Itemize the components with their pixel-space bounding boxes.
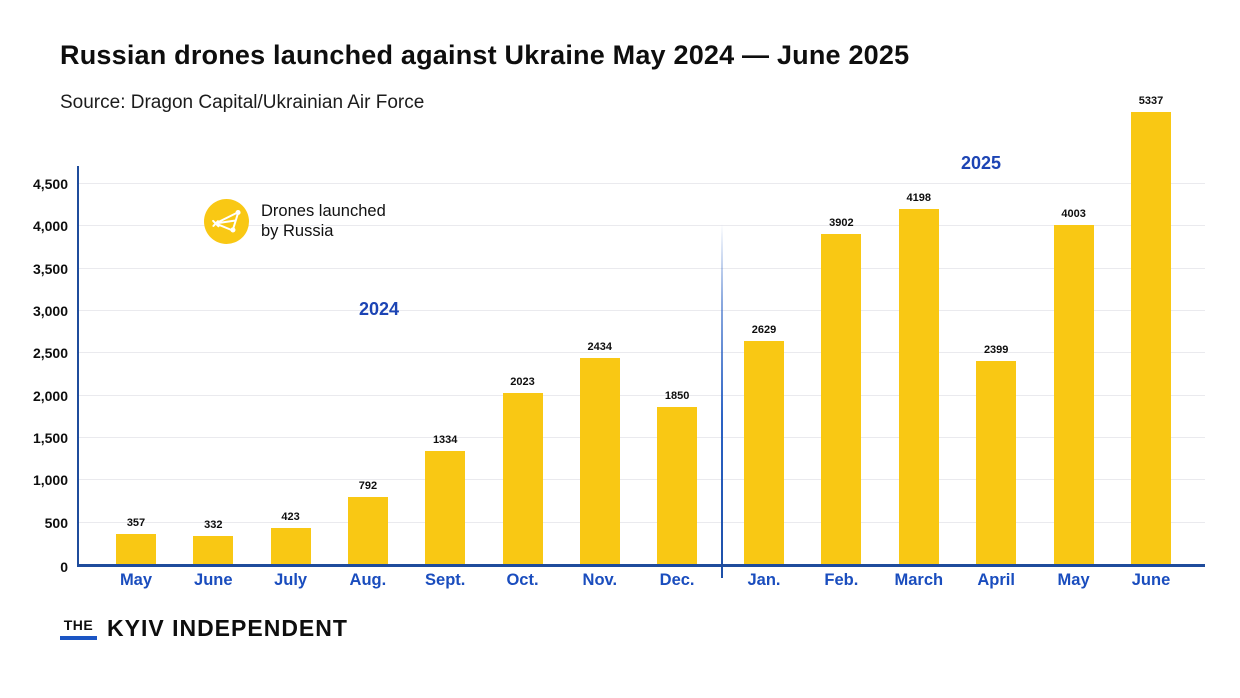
bar-value-label: 2434 [587, 341, 613, 353]
bar-value-label: 2023 [510, 376, 535, 388]
kyiv-independent-logo: THE KYIV INDEPENDENT [60, 615, 348, 642]
y-tick-label-3000: 3,000 [32, 303, 68, 319]
bar-value-label: 1850 [664, 390, 690, 402]
x-tick-label-sept-2024: Sept. [425, 571, 466, 589]
x-tick-label-nov-2024: Nov. [582, 571, 618, 589]
y-tick-label-1500: 1,500 [32, 430, 68, 446]
x-tick-label-jan-2025: Jan. [747, 571, 781, 589]
bar-value-label: 4003 [1061, 208, 1086, 220]
bar-jan-2025 [744, 341, 784, 564]
bar-value-label: 423 [281, 511, 300, 523]
bar-july-2024 [270, 528, 311, 564]
bar-dec-2024 [657, 407, 698, 564]
bar-value-label: 2629 [751, 324, 777, 336]
bar-value-label: 2399 [983, 344, 1009, 356]
bar-may-2025 [1053, 225, 1094, 564]
y-tick-label-500: 500 [44, 514, 68, 531]
x-tick-label-aug-2024: Aug. [349, 571, 387, 589]
bar-may-2024 [116, 534, 156, 564]
x-tick-label-oct-2024: Oct. [506, 571, 539, 589]
drone-icon [211, 209, 241, 232]
gridline-1000 [78, 479, 1205, 481]
x-tick-label-july-2024: July [274, 571, 308, 589]
y-tick-label-1000: 1,000 [32, 472, 68, 489]
y-axis-line [77, 166, 79, 566]
bar-nov-2024 [579, 358, 620, 564]
x-tick-label-dec-2024: Dec. [659, 571, 695, 589]
year-label-2025: 2025 [961, 153, 1002, 173]
x-tick-label-april-2025: April [977, 571, 1015, 589]
legend-label: Drones launched by Russia [261, 202, 386, 242]
gridline-3000 [78, 310, 1205, 311]
gridline-1500 [78, 437, 1205, 438]
gridline-4500 [78, 183, 1205, 184]
bar-value-label: 357 [126, 517, 146, 529]
bar-june-2025 [1131, 112, 1171, 564]
gridline-4000 [78, 225, 1205, 227]
bar-aug-2024 [347, 497, 388, 564]
bar-value-label: 1334 [432, 434, 458, 446]
year-divider-line [721, 224, 723, 578]
chart-title: Russian drones launched against Ukraine … [60, 40, 910, 70]
bar-june-2024 [193, 536, 234, 564]
bar-sept-2024 [425, 451, 466, 564]
y-tick-label-0: 0 [60, 559, 68, 575]
bar-march-2025 [898, 209, 939, 564]
gridline-3500 [78, 267, 1205, 269]
y-tick-label-2500: 2,500 [32, 345, 68, 362]
x-tick-label-june-2025: June [1131, 571, 1171, 589]
x-axis-line [77, 564, 1205, 567]
y-tick-label-3500: 3,500 [32, 260, 68, 277]
bar-value-label: 4198 [906, 192, 932, 204]
bar-value-label: 332 [204, 519, 223, 531]
logo-the-text: THE [63, 617, 94, 633]
gridline-2000 [78, 394, 1205, 396]
gridline-2500 [78, 352, 1205, 354]
legend: Drones launched by Russia [204, 199, 386, 244]
y-tick-label-4500: 4,500 [32, 176, 68, 192]
x-tick-label-feb-2025: Feb. [824, 571, 859, 589]
year-label-2024: 2024 [359, 299, 400, 319]
legend-label-line2: by Russia [261, 221, 334, 240]
logo-name: KYIV INDEPENDENT [107, 615, 348, 641]
bar-feb-2025 [821, 234, 862, 564]
legend-label-line1: Drones launched [261, 201, 386, 220]
source-credit: Source: Dragon Capital/Ukrainian Air For… [60, 92, 425, 113]
bar-value-label: 5337 [1138, 95, 1164, 107]
x-tick-label-june-2024: June [194, 571, 233, 589]
legend-marker [204, 199, 249, 244]
y-tick-label-4000: 4,000 [32, 218, 68, 235]
logo-the: THE [60, 617, 97, 640]
bar-value-label: 3902 [829, 217, 854, 229]
logo-underline [60, 636, 97, 640]
x-tick-label-may-2024: May [119, 571, 153, 589]
x-tick-label-may-2025: May [1057, 571, 1090, 589]
gridline-500 [78, 521, 1205, 523]
bar-april-2025 [976, 361, 1017, 564]
bar-value-label: 792 [358, 480, 378, 492]
y-tick-label-2000: 2,000 [32, 387, 68, 404]
x-tick-label-march-2025: March [894, 571, 944, 589]
bar-oct-2024 [502, 393, 543, 564]
